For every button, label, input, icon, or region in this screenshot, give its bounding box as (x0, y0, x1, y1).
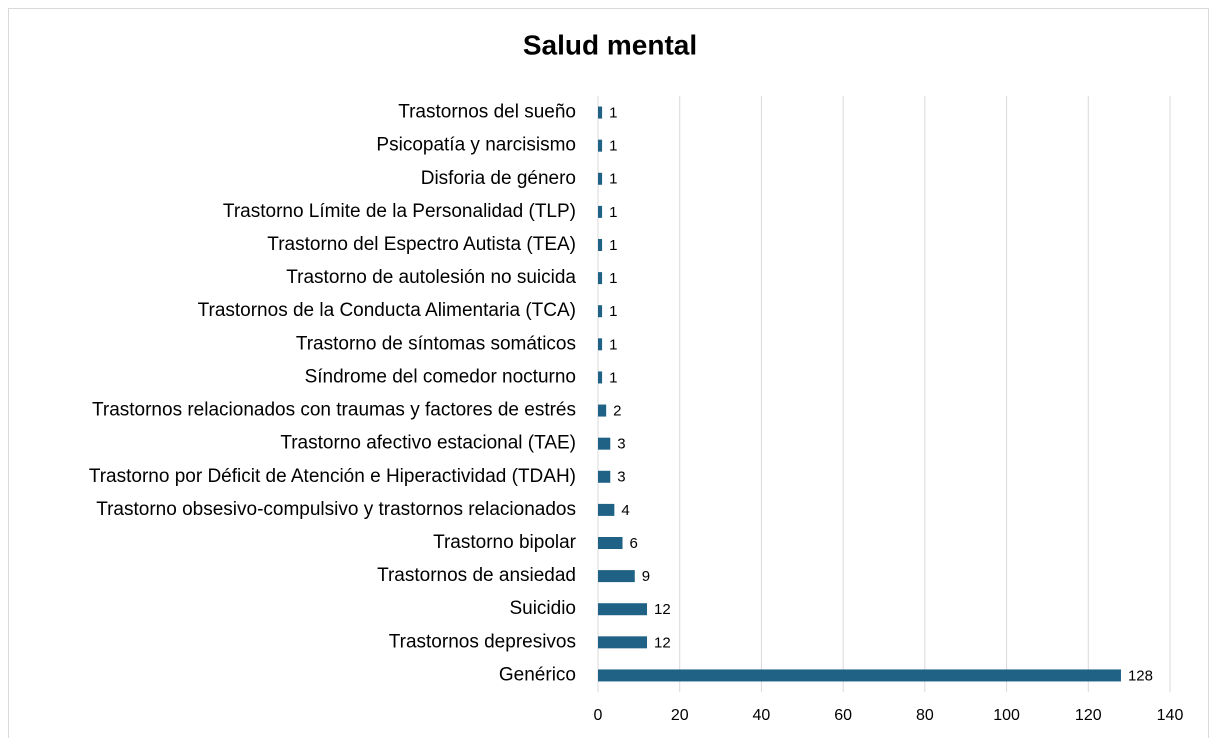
x-tick-label: 80 (916, 707, 934, 724)
chart-title: Salud mental (523, 29, 697, 60)
chart-frame (8, 8, 1209, 738)
bar (598, 636, 648, 649)
data-label: 6 (630, 535, 638, 552)
data-label: 9 (642, 568, 650, 585)
y-tick-label: Trastorno Límite de la Personalidad (TLP… (223, 201, 576, 222)
data-label: 1 (609, 204, 617, 221)
y-tick-label: Trastorno del Espectro Autista (TEA) (267, 234, 576, 255)
data-label: 1 (609, 336, 617, 353)
data-label: 1 (609, 303, 617, 320)
x-tick-label: 140 (1157, 707, 1184, 724)
x-tick-label: 120 (1075, 707, 1102, 724)
y-tick-label: Trastorno de autolesión no suicida (286, 267, 576, 288)
bar (598, 603, 648, 616)
y-tick-label: Trastorno obsesivo-compulsivo y trastorn… (96, 499, 576, 520)
data-label: 1 (609, 171, 617, 188)
bar (598, 669, 1121, 682)
bar (598, 305, 603, 318)
bar (598, 371, 603, 384)
bar (598, 570, 635, 583)
bar (598, 272, 603, 285)
data-label: 3 (617, 436, 625, 453)
data-label: 2 (613, 403, 621, 420)
data-label: 128 (1128, 667, 1153, 684)
y-tick-label: Síndrome del comedor nocturno (305, 366, 576, 387)
bar (598, 139, 603, 152)
bar (598, 239, 603, 251)
y-tick-label: Genérico (499, 664, 576, 685)
y-tick-label: Trastorno afectivo estacional (TAE) (280, 433, 576, 454)
y-tick-label: Trastornos de ansiedad (377, 565, 576, 586)
data-label: 1 (609, 369, 617, 386)
y-tick-label: Disforia de género (421, 168, 576, 189)
x-tick-label: 20 (671, 707, 689, 724)
y-tick-label: Suicidio (509, 598, 576, 619)
y-tick-label: Trastornos relacionados con traumas y fa… (92, 400, 576, 421)
y-tick-label: Trastornos de la Conducta Alimentaria (T… (198, 300, 576, 321)
bar (598, 437, 611, 450)
y-tick-label: Trastorno bipolar (433, 532, 577, 553)
x-tick-label: 60 (834, 707, 852, 724)
data-label: 1 (609, 270, 617, 287)
y-tick-label: Trastornos depresivos (389, 631, 576, 652)
data-label: 1 (609, 138, 617, 155)
y-tick-label: Psicopatía y narcisismo (376, 135, 576, 156)
data-label: 3 (617, 469, 625, 486)
bar (598, 338, 603, 351)
bar (598, 503, 615, 516)
data-label: 12 (654, 601, 671, 618)
bar (598, 172, 603, 185)
bar (598, 470, 611, 483)
y-tick-label: Trastorno de síntomas somáticos (296, 333, 576, 354)
data-label: 4 (621, 502, 629, 519)
bar (598, 537, 623, 549)
y-tick-label: Trastorno por Déficit de Atención e Hipe… (89, 466, 576, 487)
data-label: 1 (609, 237, 617, 254)
data-label: 1 (609, 105, 617, 122)
bar (598, 106, 603, 119)
x-tick-label: 0 (594, 707, 603, 724)
x-tick-label: 100 (993, 707, 1020, 724)
y-tick-label: Trastornos del sueño (398, 102, 576, 123)
x-tick-label: 40 (753, 707, 771, 724)
bar (598, 404, 607, 417)
bar (598, 205, 603, 218)
data-label: 12 (654, 634, 671, 651)
